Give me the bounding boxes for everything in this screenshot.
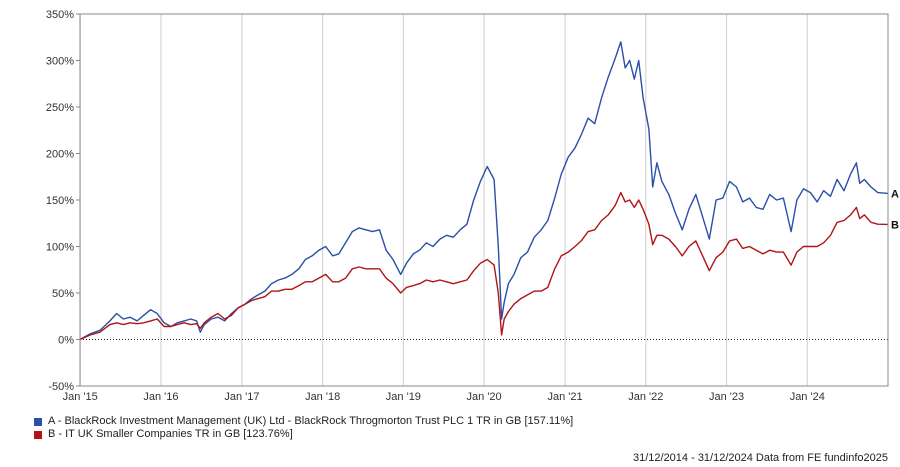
y-tick-label: 50%: [52, 288, 74, 300]
x-tick-label: Jan '22: [628, 391, 663, 403]
x-axis: Jan '15 Jan '16 Jan '17 Jan '18 Jan '19 Jan '…: [63, 391, 825, 403]
legend: A - BlackRock Investment Management (UK)…: [34, 415, 573, 441]
y-tick-label: 100%: [46, 242, 74, 254]
x-tick-label: Jan '23: [709, 391, 744, 403]
y-tick-label: -50%: [48, 381, 74, 393]
x-tick-label: Jan '19: [386, 391, 421, 403]
legend-label-a: A - BlackRock Investment Management (UK)…: [48, 415, 574, 427]
series-line-a: [79, 41, 889, 341]
series-end-labels: AB: [891, 188, 899, 231]
date-range-source: 31/12/2014 - 31/12/2024 Data from FE fun…: [632, 452, 888, 464]
legend-swatch-a: [34, 417, 42, 426]
legend-label-b: B - IT UK Smaller Companies TR in GB [12…: [48, 428, 293, 440]
vertical-gridlines: [79, 14, 808, 386]
x-tick-label: Jan '24: [790, 391, 825, 403]
y-tick-label: 250%: [46, 102, 74, 114]
x-tick-label: Jan '18: [305, 391, 340, 403]
x-tick-label: Jan '21: [547, 391, 582, 403]
x-tick-label: Jan '15: [63, 391, 98, 403]
legend-item-b: B - IT UK Smaller Companies TR in GB [12…: [34, 428, 573, 441]
x-tick-label: Jan '20: [467, 391, 502, 403]
series-lines: [79, 41, 889, 341]
series-line-b: [79, 191, 889, 341]
series-end-label-b: B: [891, 219, 899, 231]
plot-frame: [79, 13, 889, 387]
y-tick-label: 350%: [46, 9, 74, 21]
x-tick-label: Jan '16: [143, 391, 178, 403]
legend-item-a: A - BlackRock Investment Management (UK)…: [34, 415, 573, 428]
y-axis: -50% 0% 50% 100% 150% 200% 250% 300% 350%: [46, 9, 80, 393]
line-chart: -50% 0% 50% 100% 150% 200% 250% 300% 350% Jan '1…: [46, 9, 899, 403]
y-tick-label: 150%: [46, 195, 74, 207]
legend-swatch-b: [34, 430, 42, 439]
y-tick-label: 0%: [58, 335, 74, 347]
x-tick-label: Jan '17: [224, 391, 259, 403]
y-tick-label: 200%: [46, 149, 74, 161]
series-end-label-a: A: [891, 188, 899, 200]
y-tick-label: 300%: [46, 56, 74, 68]
